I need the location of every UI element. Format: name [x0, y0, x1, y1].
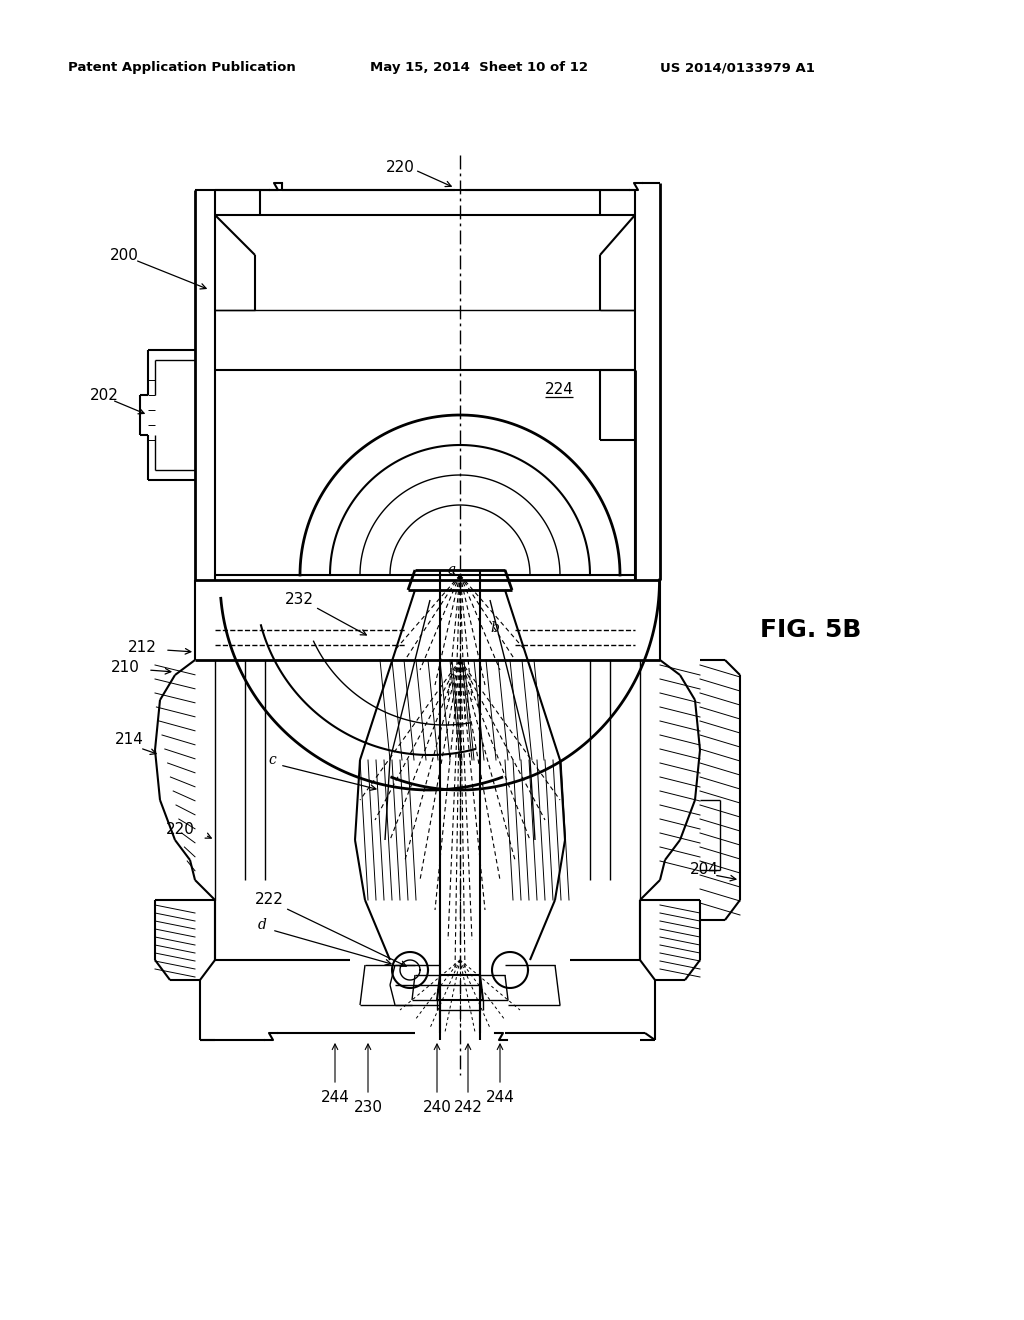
Text: US 2014/0133979 A1: US 2014/0133979 A1: [660, 62, 815, 74]
Text: 220: 220: [166, 822, 195, 837]
Text: Patent Application Publication: Patent Application Publication: [68, 62, 296, 74]
Text: 220: 220: [386, 161, 415, 176]
Text: 200: 200: [110, 248, 139, 263]
Text: b: b: [490, 620, 499, 635]
Text: 210: 210: [112, 660, 140, 676]
Text: 212: 212: [128, 640, 157, 656]
Text: 204: 204: [690, 862, 719, 878]
Text: 242: 242: [454, 1100, 482, 1115]
Text: 230: 230: [353, 1100, 383, 1115]
Text: 202: 202: [90, 388, 119, 403]
Text: 224: 224: [545, 383, 573, 397]
Text: a: a: [449, 564, 457, 577]
Text: 244: 244: [321, 1090, 349, 1105]
Text: c: c: [268, 752, 275, 767]
Text: 244: 244: [485, 1090, 514, 1105]
Text: 222: 222: [255, 892, 284, 908]
Text: 214: 214: [115, 733, 144, 747]
Text: May 15, 2014  Sheet 10 of 12: May 15, 2014 Sheet 10 of 12: [370, 62, 588, 74]
Text: FIG. 5B: FIG. 5B: [760, 618, 861, 642]
Text: d: d: [258, 917, 267, 932]
Text: 240: 240: [423, 1100, 452, 1115]
Text: 232: 232: [285, 593, 314, 607]
